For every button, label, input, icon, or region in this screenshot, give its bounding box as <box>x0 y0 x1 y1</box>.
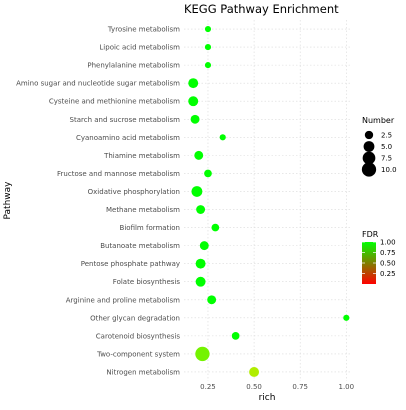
legend-number-swatch <box>362 151 376 165</box>
data-point <box>194 150 204 160</box>
data-point <box>188 96 199 107</box>
legend-number-label: 5.0 <box>381 143 392 151</box>
data-point <box>191 186 203 197</box>
x-axis-ticks: 0.25 0.50 0.75 1.00 <box>200 383 354 391</box>
pathway-label: Tyrosine metabolism <box>107 26 180 34</box>
legend-number-label: 7.5 <box>381 155 392 163</box>
legend-number: Number 2.5 5.0 7.5 10.0 <box>361 116 397 177</box>
pathway-label: Two-component system <box>96 350 180 358</box>
pathway-label: Cysteine and methionine metabolism <box>49 98 180 106</box>
pathway-label: Biofilm formation <box>120 224 180 232</box>
fdr-tick-label: 1.00 <box>380 239 396 247</box>
pathway-label: Butanoate metabolism <box>100 242 180 250</box>
pathway-label: Phenylalanine metabolism <box>87 62 180 70</box>
data-point <box>211 223 220 232</box>
pathway-label: Fructose and mannose metabolism <box>57 170 180 178</box>
data-point <box>204 43 212 51</box>
data-point <box>207 295 217 305</box>
data-points <box>188 25 350 377</box>
legend-fdr: FDR 0.25 0.50 0.75 1.00 <box>362 230 396 284</box>
pathway-label: Carotenoid biosynthesis <box>96 332 181 340</box>
pathway-label: Folate biosynthesis <box>113 278 181 286</box>
plot-panel <box>184 20 350 381</box>
pathway-label: Nitrogen metabolism <box>106 368 180 376</box>
legend-number-title: Number <box>362 116 395 125</box>
pathway-label: Pentose phosphate pathway <box>81 260 180 268</box>
pathway-label: Oxidative phosphorylation <box>88 188 180 196</box>
data-point <box>249 367 260 377</box>
pathway-label: Other glycan degradation <box>90 314 180 322</box>
legend-fdr-title: FDR <box>362 230 379 239</box>
data-point <box>195 258 206 269</box>
fdr-tick-label: 0.75 <box>380 249 396 257</box>
fdr-colorbar <box>362 242 376 284</box>
x-tick-label: 1.00 <box>339 383 355 391</box>
pathway-label: Cyanoamino acid metabolism <box>76 134 180 142</box>
y-axis-title: Pathway <box>3 181 13 220</box>
pathway-label: Arginine and proline metabolism <box>66 296 180 304</box>
pathway-label: Methane metabolism <box>106 206 180 214</box>
x-tick-label: 0.50 <box>246 383 262 391</box>
data-point <box>231 332 240 340</box>
x-tick-label: 0.25 <box>200 383 216 391</box>
legend-number-swatch <box>361 162 377 177</box>
pathway-label: Thiamine metabolism <box>103 152 180 160</box>
pathway-axis-labels: Tyrosine metabolism Lipoic acid metabolis… <box>16 26 180 377</box>
legend-number-swatch <box>364 130 374 140</box>
grid-lines <box>184 20 350 381</box>
data-point <box>343 314 350 321</box>
data-point <box>204 62 212 69</box>
data-point <box>190 114 200 124</box>
fdr-tick-label: 0.25 <box>380 270 396 278</box>
pathway-label: Lipoic acid metabolism <box>99 44 180 52</box>
data-point <box>199 241 209 251</box>
x-axis-title: rich <box>259 393 276 403</box>
pathway-label: Amino sugar and nucleotide sugar metabol… <box>16 80 180 88</box>
pathway-label: Starch and sucrose metabolism <box>70 116 181 124</box>
legend-number-swatch <box>363 141 375 152</box>
x-tick-label: 0.75 <box>292 383 308 391</box>
data-point <box>196 205 206 214</box>
data-point <box>204 25 212 33</box>
fdr-tick-label: 0.50 <box>380 260 396 268</box>
data-point <box>195 346 210 362</box>
data-point <box>219 134 226 141</box>
data-point <box>195 276 206 287</box>
chart-title: KEGG Pathway Enrichment <box>184 2 339 16</box>
data-point <box>204 169 212 178</box>
data-point <box>188 78 199 89</box>
legend-number-label: 10.0 <box>381 166 397 174</box>
legend-number-label: 2.5 <box>381 132 392 140</box>
